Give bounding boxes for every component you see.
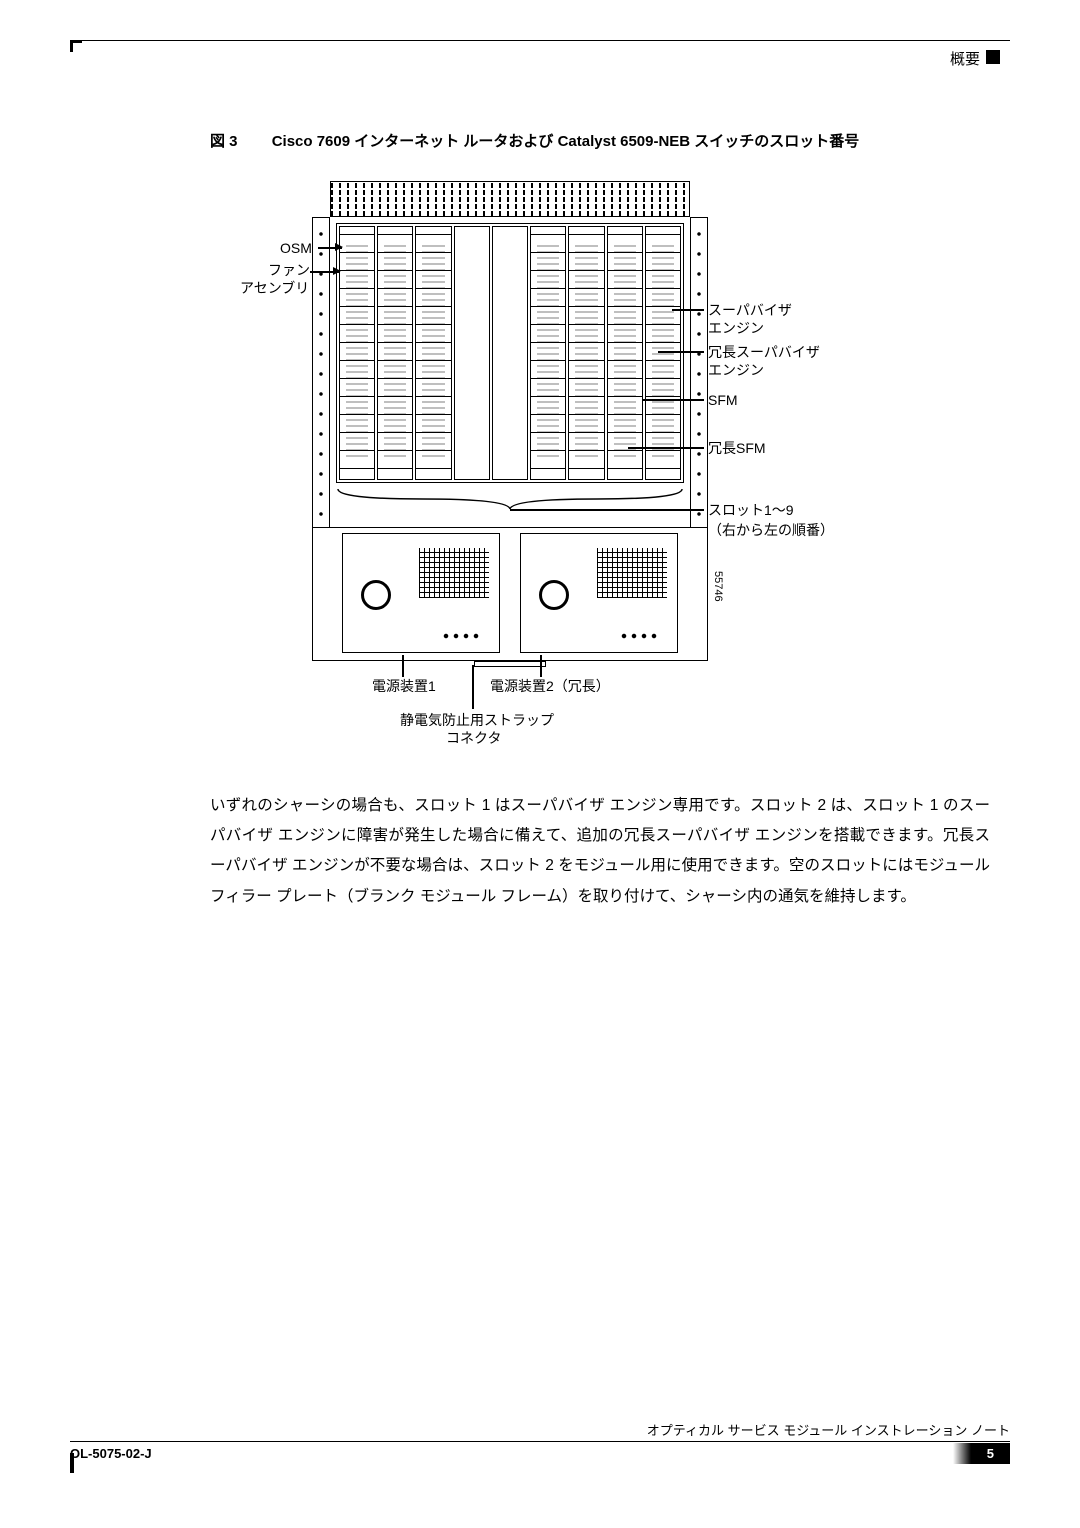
chassis-top-vent xyxy=(330,181,690,217)
label-sfm: SFM xyxy=(708,391,738,409)
chassis-slots xyxy=(336,223,684,483)
label-supervisor-l2: エンジン xyxy=(708,319,764,337)
slot xyxy=(568,226,604,480)
chassis-drawing: 55746 xyxy=(330,181,690,661)
leader xyxy=(472,665,474,709)
figure-caption: 図 3 Cisco 7609 インターネット ルータおよび Catalyst 6… xyxy=(210,130,990,151)
label-fan-l2: アセンブリ xyxy=(240,279,309,297)
chassis-foot xyxy=(474,661,546,667)
slot xyxy=(339,226,375,480)
slot xyxy=(377,226,413,480)
leader xyxy=(510,509,704,511)
slot xyxy=(492,226,528,480)
label-esd-l2: コネクタ xyxy=(446,729,501,747)
footer-doc-title: オプティカル サービス モジュール インストレーション ノート xyxy=(70,1420,1010,1439)
figure-number: 図 3 xyxy=(210,133,238,150)
label-psu1: 電源装置1 xyxy=(372,677,436,695)
label-slots-l1: スロット1～9 xyxy=(708,501,794,519)
footer-page-number: 5 xyxy=(971,1443,1010,1464)
label-redundant-sfm: 冗長SFM xyxy=(708,439,766,457)
slot xyxy=(530,226,566,480)
label-esd-l1: 静電気防止用ストラップ xyxy=(400,711,554,729)
leader xyxy=(658,351,704,353)
label-redundant-sup-l1: 冗長スーパバイザ xyxy=(708,343,820,361)
slot xyxy=(454,226,490,480)
label-fan-l1: ファン xyxy=(268,261,310,279)
arrow xyxy=(310,271,340,273)
leader xyxy=(628,447,704,449)
body-paragraph: いずれのシャーシの場合も、スロット 1 はスーパバイザ エンジン専用です。スロッ… xyxy=(210,791,990,912)
leader xyxy=(642,399,704,401)
drawing-id: 55746 xyxy=(712,571,724,602)
label-slots-l2: （右から左の順番） xyxy=(708,521,834,539)
content-area: 図 3 Cisco 7609 インターネット ルータおよび Catalyst 6… xyxy=(210,130,990,912)
psu-1 xyxy=(342,533,500,653)
label-supervisor-l1: スーパバイザ xyxy=(708,301,792,319)
slot xyxy=(645,226,681,480)
label-redundant-sup-l2: エンジン xyxy=(708,361,764,379)
footer-code: OL-5075-02-J xyxy=(70,1446,152,1461)
slot xyxy=(415,226,451,480)
leader xyxy=(402,655,404,677)
label-psu2: 電源装置2（冗長） xyxy=(490,677,610,695)
figure-title: Cisco 7609 インターネット ルータおよび Catalyst 6509-… xyxy=(272,133,860,150)
slot xyxy=(607,226,643,480)
leader xyxy=(540,655,542,677)
footer: オプティカル サービス モジュール インストレーション ノート OL-5075-… xyxy=(70,1441,1010,1464)
psu-2 xyxy=(520,533,678,653)
label-osm: OSM xyxy=(280,239,312,257)
arrow xyxy=(318,247,342,249)
leader xyxy=(672,309,704,311)
figure-diagram: 55746 OSM ファン アセンブリ スーパバイザ エンジン 冗長スーパバイザ… xyxy=(210,181,990,761)
slots-brace xyxy=(336,487,684,511)
